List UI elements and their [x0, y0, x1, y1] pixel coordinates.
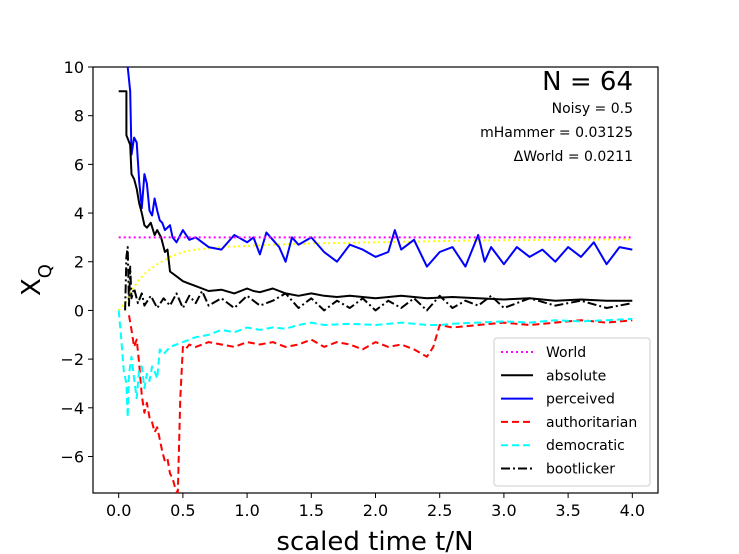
y-tick-label: −6	[60, 447, 84, 466]
y-tick-label: −4	[60, 399, 84, 418]
y-tick-label: 8	[74, 107, 84, 126]
y-axis-label: XQ	[17, 264, 56, 296]
legend-label-democratic: democratic	[546, 438, 625, 454]
x-tick-label: 0.0	[106, 501, 131, 520]
series-line-perceived	[126, 67, 633, 268]
y-tick-label: 6	[74, 155, 84, 174]
legend-label-absolute: absolute	[546, 368, 606, 384]
y-tick-label: 4	[74, 204, 84, 223]
legend-label-bootlicker: bootlicker	[546, 462, 615, 478]
y-tick-label: 0	[74, 301, 84, 320]
x-tick-label: 2.0	[363, 501, 388, 520]
annotation-noisy: Noisy = 0.5	[552, 101, 633, 117]
legend-label-perceived: perceived	[546, 392, 615, 408]
y-tick-label: 2	[74, 253, 84, 272]
series-line-trend	[117, 238, 633, 312]
annotation-n: N = 64	[542, 67, 633, 97]
x-axis-label: scaled time t/N	[276, 527, 473, 554]
y-tick-label: 10	[64, 58, 84, 77]
legend: World absolute perceived authoritarian democ…	[493, 337, 651, 487]
x-tick-label: 1.5	[299, 501, 324, 520]
series-layer	[117, 67, 633, 493]
annotation-mhammer: mHammer = 0.03125	[480, 125, 633, 141]
x-tick-label: 2.5	[427, 501, 452, 520]
series-line-democratic	[117, 310, 633, 419]
x-tick-label: 0.5	[170, 501, 195, 520]
x-axis: 0.0 0.5 1.0 1.5 2.0 2.5 3.0 3.5 4.0	[106, 493, 645, 520]
y-axis: −6 −4 −2 0 2 4 6 8 10	[60, 58, 93, 466]
x-tick-label: 1.0	[234, 501, 259, 520]
series-line-absolute	[118, 90, 633, 302]
legend-label-World: World	[546, 345, 586, 361]
annotation-dworld: ΔWorld = 0.0211	[514, 149, 633, 165]
legend-label-authoritarian: authoritarian	[546, 415, 637, 431]
y-tick-label: −2	[60, 350, 84, 369]
x-tick-label: 4.0	[620, 501, 645, 520]
x-tick-label: 3.0	[491, 501, 516, 520]
x-tick-label: 3.5	[555, 501, 580, 520]
series-line-authoritarian	[128, 315, 633, 493]
series-line-bootlicker	[124, 246, 633, 312]
